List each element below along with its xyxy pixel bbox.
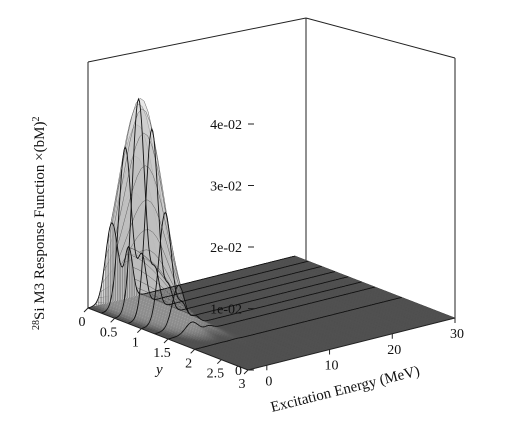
top-back-edge-right [305,17,456,59]
surface-fiber [96,301,257,369]
y-tick-label: 0.5 [100,325,118,340]
x-tick-label: 20 [387,343,401,358]
z-tick-label: 4e-02 [210,118,242,133]
z-tick-label: 3e-02 [210,180,242,195]
surface-mesh [87,97,456,371]
x-tick-label: 30 [450,327,464,342]
surface-fiber [106,155,268,366]
z-axis-title-element: Si [32,307,48,320]
x-axis-ticks: 0 10 20 30 [265,318,464,389]
y-tick-label: 1 [132,336,139,351]
surface-fiber [141,293,302,357]
y-axis-title: y [154,362,163,378]
z-tick-label: 0 [235,364,242,379]
surface-fiber [132,266,293,359]
surface-slice-line [114,97,322,319]
top-back-edge-left [87,17,307,63]
x-axis-line [247,317,456,371]
box-frame [87,17,456,318]
y-tick-mark [83,307,89,313]
z-tick-label: 2e-02 [210,241,242,256]
y-tick-mark [163,338,169,344]
z-tick-label: 1e-02 [210,303,242,318]
surface-fiber [98,294,259,368]
z-axis-title-power: 2 [31,117,42,122]
y-tick-mark [190,348,196,354]
z-axis-title: 28Si M3 Response Function ×(bM)2 [31,117,49,330]
y-tick-label: 3 [239,377,246,392]
z-axis-title-isotope-mass: 28 [31,320,42,330]
surface-slice-line [101,146,309,314]
surface-slice-line [154,281,362,335]
y-tick-label: 0 [79,315,86,330]
surface-slice-line [87,222,296,309]
surface-fiber [105,191,266,366]
y-tick-mark [216,359,222,365]
y-tick-mark [110,317,116,323]
z-axis-title-main: M3 Response Function ×(bM) [32,122,48,308]
surface-fiber [108,124,269,366]
y-tick-label: 2.5 [207,367,225,382]
y-tick-mark [243,369,249,375]
surface-fiber [118,199,280,363]
x-axis-title: Excitation Energy (MeV) [269,363,421,416]
surface-slice-line [127,127,336,324]
y-tick-label: 2 [185,356,192,371]
surface-fiber [136,287,297,359]
y-tick-mark [136,328,142,334]
surface-fiber [120,229,281,363]
surface-fiber [94,304,255,369]
surface-slice-line [194,296,402,350]
x-tick-label: 0 [265,374,272,389]
surface-fiber [101,256,262,367]
z-axis-ticks: 0 1e-02 2e-02 3e-02 4e-02 [210,118,254,379]
x-tick-label: 10 [325,359,339,374]
surface-slice-line [167,286,376,340]
y-tick-label: 1.5 [153,346,171,361]
y-axis-ticks: 0 0.5 1 1.5 2 2.5 3 [79,307,249,392]
